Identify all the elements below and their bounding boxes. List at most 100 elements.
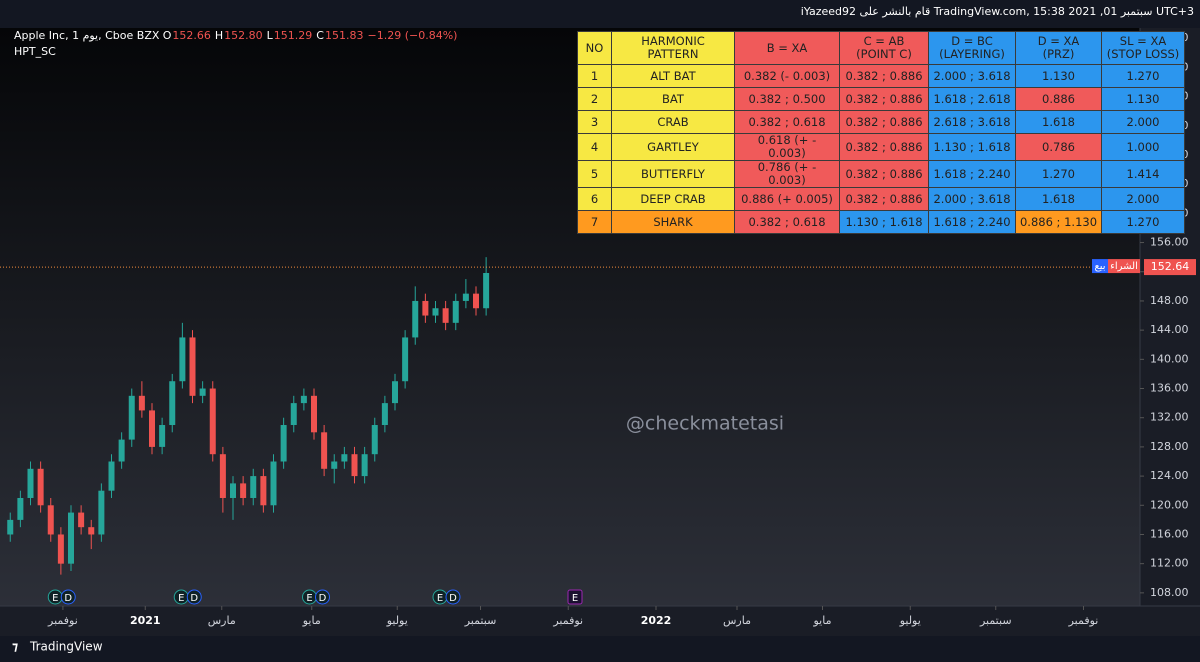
candle-body <box>351 454 358 477</box>
y-tick-label: 136.00 <box>1150 382 1189 395</box>
table-cell: 2.000 ; 3.618 <box>928 187 1016 211</box>
candle-body <box>230 483 236 498</box>
y-tick-label: 112.00 <box>1150 557 1189 570</box>
candle-body <box>179 337 186 382</box>
y-tick-label: 140.00 <box>1150 352 1189 365</box>
candle-body <box>300 395 307 404</box>
x-tick-label: 2022 <box>641 614 672 627</box>
event-label: D <box>64 593 72 604</box>
table-cell: 5 <box>577 160 612 188</box>
y-tick-label: 120.00 <box>1150 498 1189 511</box>
table-cell: 1.414 <box>1101 160 1185 188</box>
table-cell: D = BC (LAYERING) <box>928 31 1016 65</box>
table-row: 6 DEEP CRAB 0.886 (+ 0.005) 0.382 ; 0.886 2.… <box>577 187 1185 211</box>
candle-body <box>47 505 54 535</box>
table-cell: 0.382 ; 0.618 <box>734 210 840 234</box>
sell-tag-box <box>1092 259 1108 274</box>
candle-body <box>371 425 378 455</box>
table-cell: 1.618 ; 2.240 <box>928 210 1016 234</box>
legend-item: L <box>267 29 274 42</box>
table-row: 4 GARTLEY 0.618 (+ - 0.003) 0.382 ; 0.886 1.… <box>577 133 1185 161</box>
candle-body <box>250 476 257 498</box>
y-tick-label: 132.00 <box>1150 411 1189 424</box>
candle-body <box>149 410 155 447</box>
x-tick-label: مايو <box>813 614 832 627</box>
candle-body <box>361 454 368 477</box>
candle-body <box>280 425 287 462</box>
candle-body <box>128 395 135 440</box>
table-cell: SHARK <box>611 210 735 234</box>
table-cell: 2 <box>577 87 612 111</box>
candle-body <box>7 519 14 535</box>
table-cell: 0.618 (+ - 0.003) <box>734 133 840 161</box>
table-cell: 1.000 <box>1101 133 1185 161</box>
candle-body <box>189 337 196 396</box>
table-cell: 7 <box>577 210 612 234</box>
event-marker <box>60 589 76 605</box>
x-tick-label: نوفمبر <box>47 614 78 627</box>
table-cell: 0.382 ; 0.886 <box>839 133 929 161</box>
table-cell: 0.382 ; 0.886 <box>839 87 929 111</box>
candle-body <box>392 381 398 404</box>
table-cell: 4 <box>577 133 612 161</box>
event-label: D <box>319 593 327 604</box>
candle-body <box>118 439 125 462</box>
table-cell: 0.886 <box>1015 87 1102 111</box>
table-cell: BAT <box>611 87 735 111</box>
table-cell: 1.618 <box>1015 110 1102 134</box>
table-cell: 0.382 ; 0.886 <box>839 187 929 211</box>
legend-item: C <box>316 29 324 42</box>
candle-body <box>321 432 328 469</box>
table-cell: 0.382 ; 0.886 <box>839 160 929 188</box>
candle-body <box>402 337 409 382</box>
event-label: E <box>178 593 184 604</box>
event-marker <box>445 589 461 605</box>
table-cell: 1.130 ; 1.618 <box>839 210 929 234</box>
candle-body <box>57 534 64 564</box>
x-tick-label: يوليو <box>386 614 408 627</box>
x-tick-label: نوفمبر <box>1068 614 1099 627</box>
event-label: E <box>572 593 578 604</box>
table-cell: 1.130 ; 1.618 <box>928 133 1016 161</box>
table-cell: B = XA <box>734 31 840 65</box>
table-cell: NO <box>577 31 612 65</box>
legend-item: 152.80 <box>224 29 263 42</box>
candle-body <box>88 527 95 535</box>
table-cell: 1.130 <box>1101 87 1185 111</box>
y-tick-label: 144.00 <box>1150 323 1189 336</box>
table-cell: 1.270 <box>1101 210 1185 234</box>
candle-body <box>219 454 226 498</box>
x-tick-label: 2021 <box>130 614 161 627</box>
candle-body <box>290 403 297 426</box>
time-axis <box>0 606 1200 636</box>
legend-item: O <box>163 29 172 42</box>
footer-logo: TradingView <box>29 640 103 654</box>
indicator: HPT_SC <box>14 45 56 58</box>
symbol: Apple Inc, 1 يوم, Cboe BZX O152.66 H152.80… <box>14 29 457 42</box>
table-cell: 6 <box>577 187 612 211</box>
table-cell: 1.270 <box>1101 64 1185 88</box>
candle-body <box>442 308 449 323</box>
event-label: E <box>52 593 58 604</box>
table-row: 5 BUTTERFLY 0.786 (+ - 0.003) 0.382 ; 0.886… <box>577 160 1185 188</box>
table-cell: 1.618 ; 2.618 <box>928 87 1016 111</box>
table-cell: 1.618 <box>1015 187 1102 211</box>
event-label: D <box>449 593 457 604</box>
event-marker <box>567 589 583 605</box>
x-tick-label: نوفمبر <box>552 614 583 627</box>
candle-body <box>68 512 74 564</box>
candle-body <box>17 497 24 520</box>
candle-body <box>452 300 459 323</box>
table-cell: 2.000 <box>1101 110 1185 134</box>
table-cell: 1.130 <box>1015 64 1102 88</box>
x-tick-label: مايو <box>302 614 321 627</box>
candle-body <box>78 512 85 528</box>
candle-body <box>199 388 206 396</box>
table-cell: DEEP CRAB <box>611 187 735 211</box>
legend-item: 151.29 <box>274 29 313 42</box>
table-cell: CRAB <box>611 110 735 134</box>
table-cell: 2.000 ; 3.618 <box>928 64 1016 88</box>
candle-body <box>260 476 267 506</box>
table-cell: 1.618 ; 2.240 <box>928 160 1016 188</box>
